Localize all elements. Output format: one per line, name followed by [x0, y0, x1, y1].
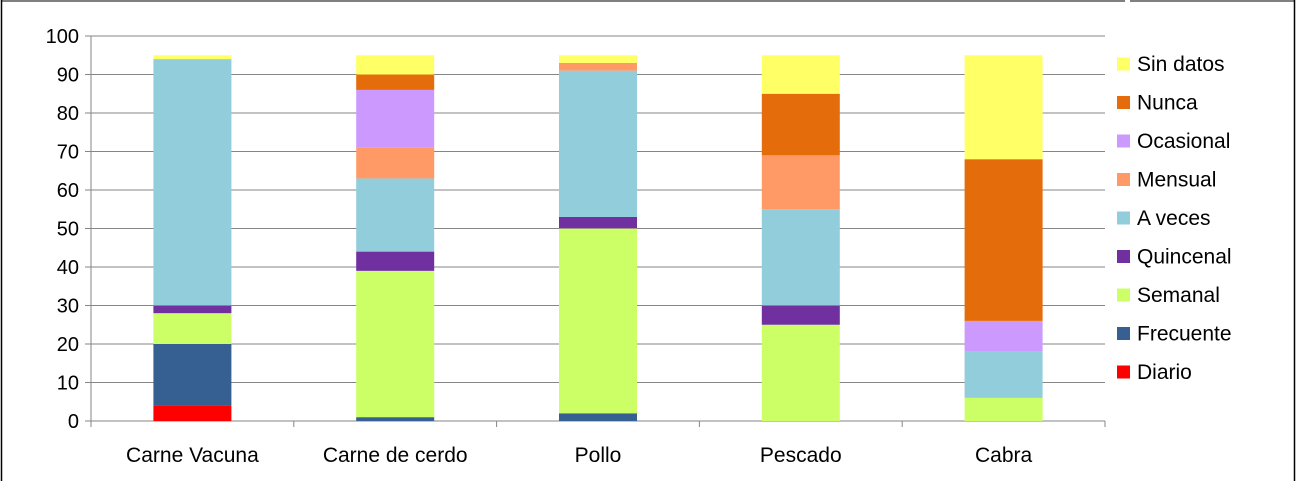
legend-label: Quincenal	[1137, 246, 1232, 269]
bar-segment-sin-datos	[964, 55, 1043, 160]
bar-segment-quincenal	[356, 251, 435, 271]
legend-label: Diario	[1137, 361, 1192, 384]
x-category-label: Carne Vacuna	[126, 444, 259, 467]
bar-segment-sin-datos	[761, 55, 840, 94]
legend-label: Semanal	[1137, 284, 1220, 307]
legend-label: Mensual	[1137, 169, 1216, 192]
bar-segment-a-veces	[153, 59, 232, 306]
legend-swatch	[1117, 327, 1130, 340]
bar-segment-frecuente	[153, 344, 232, 406]
y-tick-label: 20	[57, 334, 79, 356]
legend-label: Frecuente	[1137, 323, 1232, 346]
bar-segment-quincenal	[153, 305, 232, 314]
legend-label: Ocasional	[1137, 130, 1230, 153]
bar-segment-frecuente	[559, 413, 637, 421]
x-category-label: Cabra	[975, 444, 1033, 467]
bar-segment-semanal	[761, 324, 840, 421]
bar-segment-nunca	[761, 93, 840, 156]
legend-swatch	[1117, 211, 1130, 225]
y-tick-label: 80	[57, 103, 79, 125]
x-category-label: Pollo	[575, 444, 622, 467]
bar-segment-sin-datos	[356, 55, 435, 75]
bar-segment-semanal	[356, 270, 435, 418]
y-tick-label: 60	[57, 180, 79, 202]
y-tick-label: 40	[57, 257, 79, 279]
legend-swatch	[1117, 134, 1130, 148]
legend-swatch	[1117, 365, 1130, 379]
bar-segment-diario	[153, 405, 232, 421]
y-tick-label: 100	[46, 26, 79, 48]
y-axis-ticks: 0 10 20 30 40 50 60 70 80 90 100	[46, 26, 79, 433]
bar-segment-semanal	[153, 313, 232, 344]
y-tick-label: 90	[57, 65, 79, 87]
legend: Sin datos Nunca Ocasional Mensual A veces Qui…	[1117, 53, 1232, 384]
y-tick-label: 30	[57, 296, 79, 318]
legend-label: Sin datos	[1137, 53, 1225, 76]
y-tick-label: 50	[57, 219, 79, 241]
bar-segment-nunca	[356, 74, 435, 90]
legend-label: A veces	[1137, 207, 1211, 230]
bar-segment-sin-datos	[153, 55, 232, 60]
legend-swatch	[1117, 173, 1130, 186]
bar-segment-mensual	[761, 155, 840, 210]
bar-segment-a-veces	[964, 351, 1043, 398]
bar-segment-ocasional	[964, 320, 1043, 352]
legend-swatch	[1117, 96, 1130, 109]
bar-segment-sin-datos	[559, 55, 637, 63]
bar-segment-quincenal	[559, 216, 637, 229]
y-tick-label: 70	[57, 142, 79, 164]
bar-segment-semanal	[559, 228, 637, 414]
bar-segment-mensual	[356, 147, 435, 179]
legend-swatch	[1117, 57, 1130, 71]
legend-swatch	[1117, 250, 1130, 263]
legend-label: Nunca	[1137, 92, 1198, 115]
y-tick-label: 0	[68, 411, 79, 433]
x-axis-ticks: Carne Vacuna Carne de cerdo Pollo Pescado Ca…	[126, 444, 1032, 467]
bar-segment-a-veces	[356, 178, 435, 252]
bar-segment-ocasional	[356, 89, 435, 148]
bar-segment-a-veces	[559, 70, 637, 217]
bar-segment-semanal	[964, 397, 1043, 421]
bars	[153, 55, 1043, 421]
bar-segment-frecuente	[356, 417, 435, 421]
bar-segment-quincenal	[761, 305, 840, 325]
bar-segment-nunca	[964, 159, 1043, 321]
legend-swatch	[1117, 288, 1130, 302]
bar-segment-mensual	[559, 62, 637, 71]
x-category-label: Carne de cerdo	[323, 444, 468, 467]
y-tick-label: 10	[57, 373, 79, 395]
bar-segment-a-veces	[761, 209, 840, 306]
x-category-label: Pescado	[760, 444, 842, 467]
